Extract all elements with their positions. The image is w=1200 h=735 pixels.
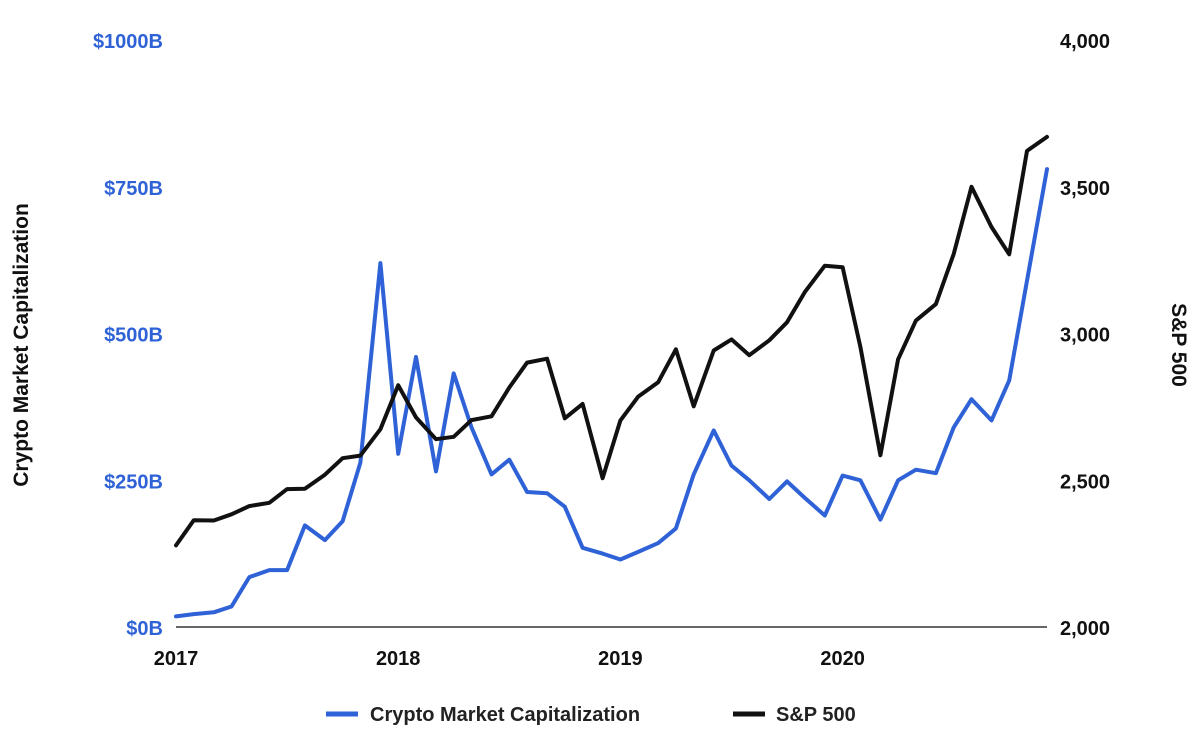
x-tick-label: 2019 [598, 648, 643, 670]
sp500-line [174, 134, 1049, 548]
right-axis-ticks: 2,000 2,500 3,000 3,500 4,000 [1060, 31, 1110, 640]
right-tick-label: 2,500 [1060, 471, 1110, 493]
right-axis-title: S&P 500 [1167, 303, 1190, 387]
right-tick-label: 3,000 [1060, 325, 1110, 347]
x-axis-ticks: 2017 2018 2019 2020 [154, 648, 865, 670]
left-tick-label: $250B [104, 471, 163, 493]
right-tick-label: 4,000 [1060, 31, 1110, 53]
legend-label-sp500: S&P 500 [776, 704, 856, 726]
left-tick-label: $1000B [93, 31, 163, 53]
left-tick-label: $750B [104, 178, 163, 200]
left-axis-ticks: $0B $250B $500B $750B $1000B [93, 31, 163, 640]
crypto-market-cap-line [174, 167, 1049, 619]
right-tick-label: 3,500 [1060, 178, 1110, 200]
legend-label-crypto: Crypto Market Capitalization [370, 704, 640, 726]
x-tick-label: 2018 [376, 648, 421, 670]
legend: Crypto Market Capitalization S&P 500 [326, 704, 856, 726]
x-tick-label: 2020 [820, 648, 865, 670]
left-tick-label: $500B [104, 325, 163, 347]
right-tick-label: 2,000 [1060, 618, 1110, 640]
x-tick-label: 2017 [154, 648, 199, 670]
left-tick-label: $0B [126, 618, 163, 640]
series-layer [174, 134, 1049, 619]
left-axis-title: Crypto Market Capitalization [10, 203, 33, 487]
